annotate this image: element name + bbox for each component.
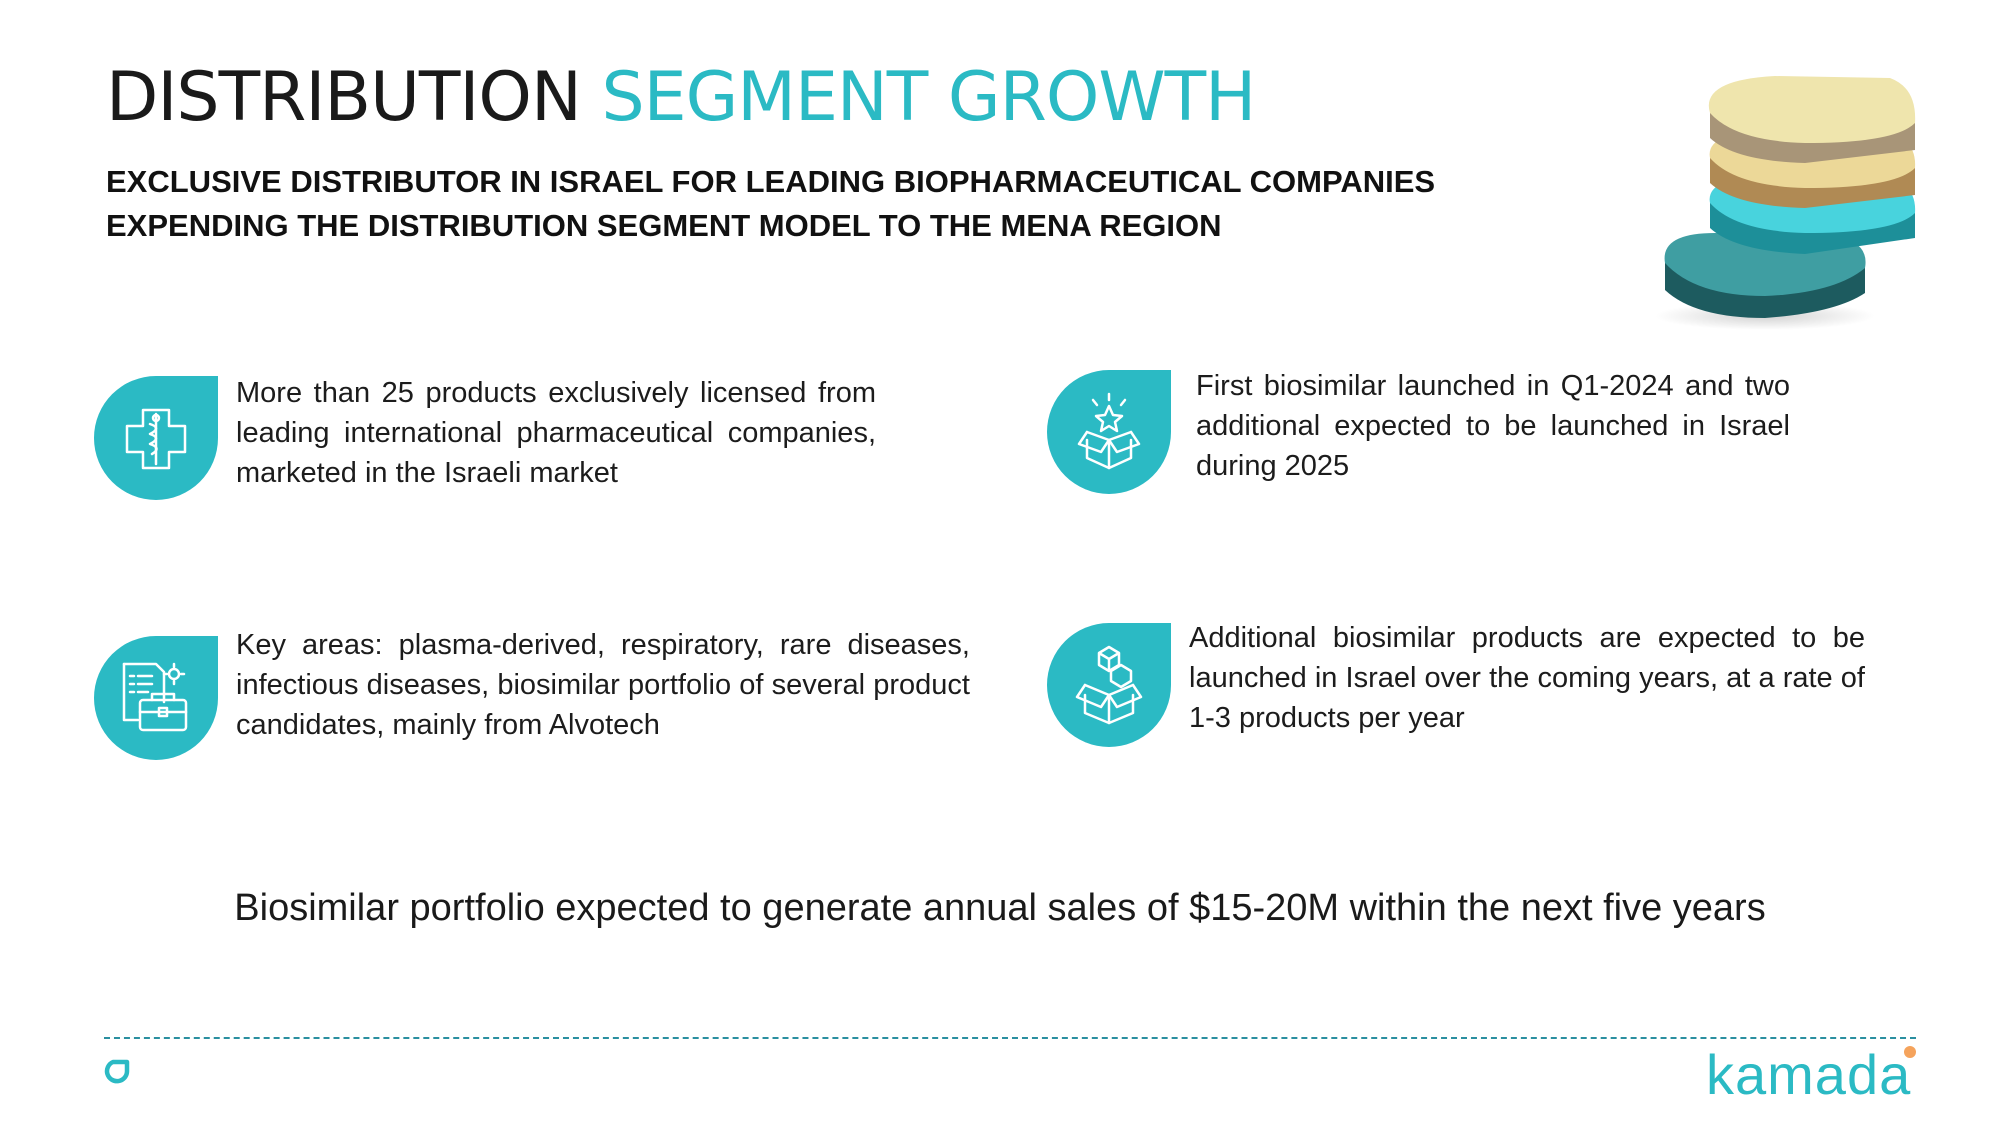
- medical-cross-icon: [94, 376, 218, 500]
- dashed-divider: [104, 1037, 1916, 1039]
- logo-dot: [1904, 1046, 1916, 1058]
- kamada-mark-icon: [104, 1059, 130, 1084]
- item-text-additional-biosimilars: Additional biosimilar products are expec…: [1189, 622, 1865, 734]
- item-text-first-biosimilar: First biosimilar launched in Q1-2024 and…: [1196, 370, 1790, 482]
- item-text-licensed-products: More than 25 products exclusively licens…: [236, 377, 876, 489]
- documents-briefcase-icon: [94, 636, 218, 760]
- title-part1: DISTRIBUTION: [106, 58, 582, 137]
- subtitle-2: EXPENDING THE DISTRIBUTION SEGMENT MODEL…: [106, 208, 1222, 243]
- subtitle-1: EXCLUSIVE DISTRIBUTOR IN ISRAEL FOR LEAD…: [106, 164, 1436, 199]
- open-box-star-icon: [1047, 370, 1171, 494]
- sales-forecast-statement: Biosimilar portfolio expected to generat…: [234, 887, 1766, 929]
- title-part2: SEGMENT GROWTH: [601, 58, 1256, 137]
- box-cubes-icon: [1047, 623, 1171, 747]
- item-text-key-areas: Key areas: plasma-derived, respiratory, …: [236, 629, 970, 741]
- kamada-logo: kamada: [1706, 1043, 1912, 1106]
- stacked-layers-illustration: [1655, 76, 1916, 330]
- page-title: DISTRIBUTION SEGMENT GROWTH: [106, 58, 1256, 138]
